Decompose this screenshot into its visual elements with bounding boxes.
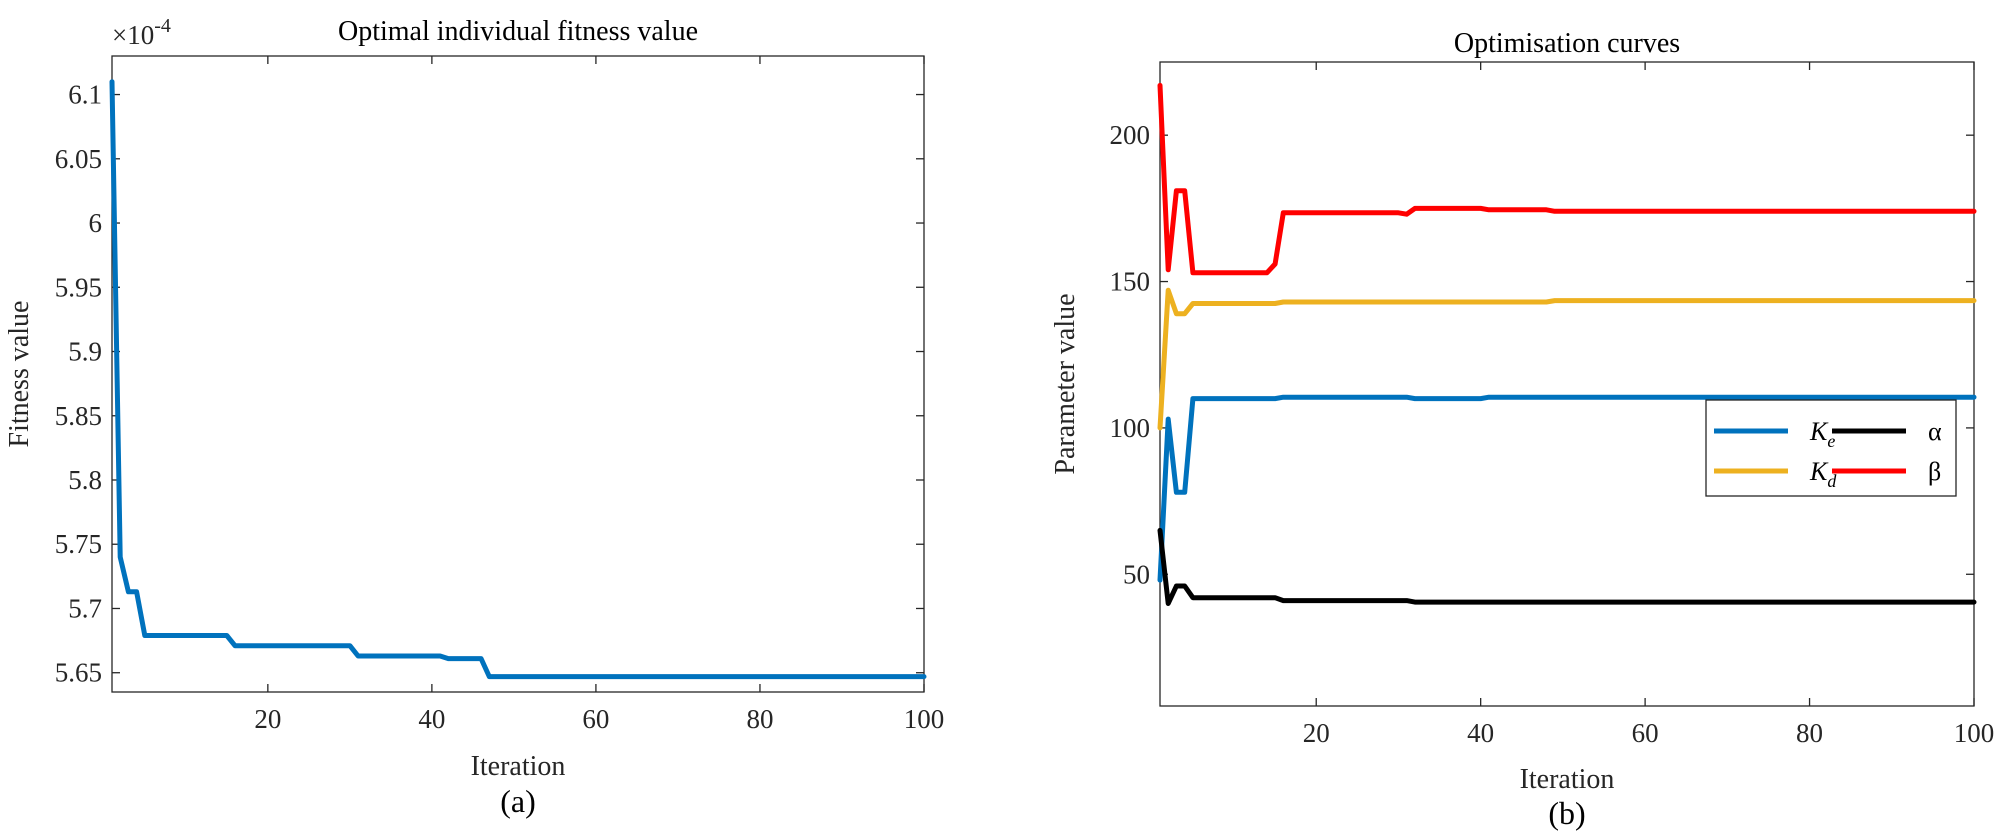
x-tick-label: 100 xyxy=(1954,718,1995,748)
y-tick-label: 5.9 xyxy=(68,337,102,367)
x-tick-label: 60 xyxy=(582,704,609,734)
plot-area-a xyxy=(111,55,925,693)
plot-area-b xyxy=(1159,61,1975,707)
x-tick-label: 40 xyxy=(1467,718,1494,748)
title-a: Optimal individual fitness value xyxy=(338,16,698,47)
legend-label: Ke xyxy=(1809,417,1835,451)
series-line-b-beta xyxy=(1157,82,1977,276)
series-line-b-Kd xyxy=(1157,287,1977,431)
series-line-a-0 xyxy=(109,79,927,680)
y-tick-label: 5.7 xyxy=(68,593,102,623)
legend-box xyxy=(1705,399,1957,497)
y-tick-label: 100 xyxy=(1110,413,1151,443)
x-tick-label: 80 xyxy=(1796,718,1823,748)
y-tick-label: 5.75 xyxy=(55,529,102,559)
y-tick-label: 6.05 xyxy=(55,144,102,174)
x-tick-label: 80 xyxy=(746,704,773,734)
caption-b: (b) xyxy=(1548,795,1585,831)
y-tick-label: 5.8 xyxy=(68,465,102,495)
xlabel-b: Iteration xyxy=(1520,764,1615,795)
y-multiplier-a: ×10-4 xyxy=(112,15,171,50)
legend-label: β xyxy=(1928,457,1941,486)
series-layer-a xyxy=(109,79,927,680)
y-tick-label: 5.95 xyxy=(55,272,102,302)
axes-b: 20 40 60 80 100 50 100 150 200 xyxy=(1110,62,1995,748)
y-tick-label: 150 xyxy=(1110,267,1151,297)
x-tick-label: 40 xyxy=(418,704,445,734)
legend-b: Ke α Kd β xyxy=(1705,399,1957,497)
ylabel-a: Fitness value xyxy=(4,301,35,448)
x-tick-label: 60 xyxy=(1632,718,1659,748)
x-tick-label: 100 xyxy=(904,704,945,734)
y-tick-label: 6.1 xyxy=(68,80,102,110)
legend-label: α xyxy=(1928,417,1942,446)
caption-a: (a) xyxy=(500,783,536,819)
title-b: Optimisation curves xyxy=(1454,28,1680,59)
panel-a: 20 40 60 80 100 5.65 5.7 5.75 5.8 5.85 5.9 5.95 6 6.0… xyxy=(4,15,944,819)
y-tick-label: 6 xyxy=(89,208,103,238)
x-tick-label: 20 xyxy=(1303,718,1330,748)
x-tick-label: 20 xyxy=(254,704,281,734)
ylabel-b: Parameter value xyxy=(1050,293,1081,474)
y-tick-label: 5.65 xyxy=(55,658,102,688)
series-layer-b xyxy=(1157,82,1977,606)
y-tick-label: 5.85 xyxy=(55,401,102,431)
series-line-b-alpha xyxy=(1157,527,1977,606)
xlabel-a: Iteration xyxy=(471,751,566,782)
y-tick-label: 200 xyxy=(1110,120,1151,150)
legend-items: Ke α Kd β xyxy=(1714,417,1942,491)
legend-label: Kd xyxy=(1809,457,1837,491)
panel-b: 20 40 60 80 100 50 100 150 200 Optimisation curv… xyxy=(1050,28,1994,831)
axes-a: 20 40 60 80 100 5.65 5.7 5.75 5.8 5.85 5.9 5.95 6 6.0… xyxy=(55,56,945,734)
y-tick-label: 50 xyxy=(1123,559,1150,589)
series-line-b-Ke xyxy=(1157,394,1977,583)
